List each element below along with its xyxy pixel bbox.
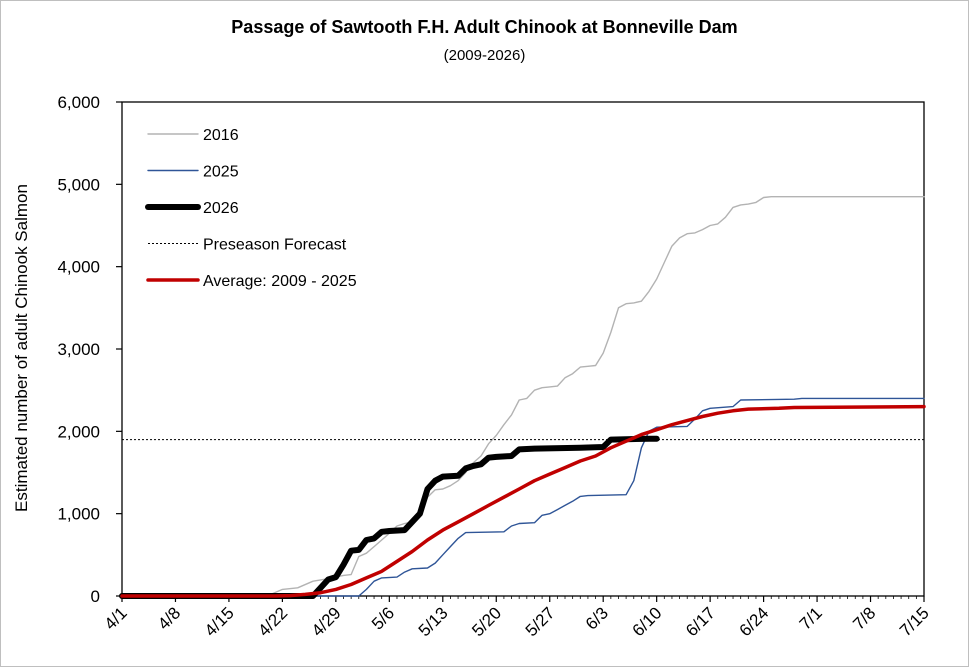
y-tick-label: 0 bbox=[91, 587, 100, 606]
y-tick-label: 2,000 bbox=[57, 422, 100, 441]
y-tick-label: 6,000 bbox=[57, 93, 100, 112]
x-tick-label: 6/10 bbox=[629, 603, 666, 640]
legend-label-2026: 2026 bbox=[203, 200, 239, 217]
x-tick-label: 5/20 bbox=[468, 603, 505, 640]
x-tick-label: 5/27 bbox=[522, 603, 559, 640]
x-tick-label: 7/15 bbox=[896, 603, 933, 640]
x-tick-label: 6/17 bbox=[682, 603, 719, 640]
x-tick-label: 7/1 bbox=[796, 603, 826, 633]
chart-title: Passage of Sawtooth F.H. Adult Chinook a… bbox=[231, 17, 738, 37]
x-tick-label: 6/24 bbox=[736, 603, 773, 640]
x-tick-label: 4/22 bbox=[254, 603, 291, 640]
axes-layer: 0 1,000 2,000 3,000 4,000 5,000 6,000 4/1 4/8 4/1… bbox=[57, 93, 932, 640]
x-tick-label: 6/3 bbox=[582, 603, 612, 633]
plot-area-border bbox=[121, 101, 925, 597]
x-tick-label: 5/6 bbox=[368, 603, 398, 633]
x-tick-label: 4/1 bbox=[101, 603, 131, 633]
legend: 2016 2025 2026 Preseason Forecast Average: 2… bbox=[145, 127, 357, 290]
x-tick-label: 4/15 bbox=[201, 603, 238, 640]
series-line-average-2009-2025 bbox=[120, 404, 926, 598]
series-line-2016 bbox=[121, 195, 925, 597]
y-tick-label: 4,000 bbox=[57, 258, 100, 277]
y-tick-label: 1,000 bbox=[57, 505, 100, 524]
chart-subtitle: (2009-2026) bbox=[443, 47, 526, 64]
legend-label-2025: 2025 bbox=[203, 164, 239, 181]
series-line-2026 bbox=[119, 435, 660, 599]
y-tick-label: 5,000 bbox=[57, 175, 100, 194]
series-layer bbox=[119, 195, 926, 599]
y-tick-label: 3,000 bbox=[57, 340, 100, 359]
legend-label-2016: 2016 bbox=[203, 127, 239, 144]
legend-label-average-2009-2025: Average: 2009 - 2025 bbox=[203, 273, 357, 290]
x-tick-label: 7/8 bbox=[849, 603, 879, 633]
legend-label-preseason-forecast: Preseason Forecast bbox=[203, 237, 347, 254]
x-tick-label: 5/13 bbox=[415, 603, 452, 640]
x-tick-label: 4/29 bbox=[308, 603, 345, 640]
y-axis-title: Estimated number of adult Chinook Salmon bbox=[12, 184, 31, 512]
x-tick-label: 4/8 bbox=[154, 603, 184, 633]
series-line-2025 bbox=[121, 397, 925, 597]
